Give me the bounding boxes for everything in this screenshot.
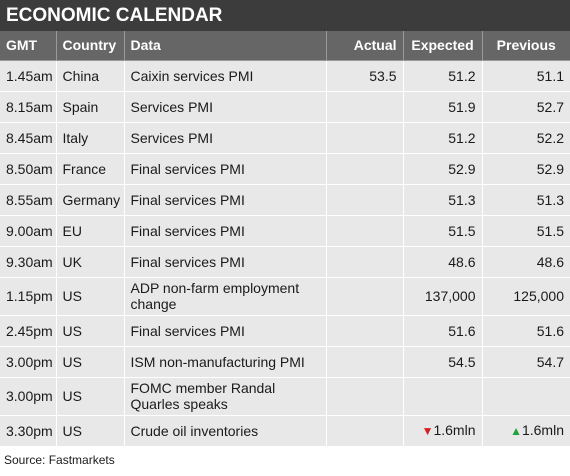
cell-previous: 51.6	[481, 315, 570, 347]
cell-expected: 51.9	[402, 91, 482, 123]
cell-actual	[325, 277, 403, 316]
cell-country: China	[55, 60, 124, 92]
down-triangle-icon: ▼	[421, 424, 434, 438]
cell-previous: 52.7	[481, 91, 570, 123]
cell-expected: 51.5	[402, 215, 482, 247]
cell-previous: 51.3	[481, 184, 570, 216]
table-row: 2.45pm US Final services PMI 51.6 51.6	[0, 315, 570, 347]
header-row: GMT Country Data Actual Expected Previou…	[0, 31, 570, 61]
cell-country: Italy	[55, 122, 124, 154]
cell-data: Services PMI	[123, 91, 326, 123]
cell-gmt: 8.15am	[0, 91, 56, 123]
cell-actual	[325, 215, 403, 247]
cell-data: Final services PMI	[123, 246, 326, 278]
table-row: 8.15am Spain Services PMI 51.9 52.7	[0, 91, 570, 123]
previous-value: 1.6mln	[521, 422, 564, 438]
cell-actual	[325, 415, 403, 447]
cell-country: France	[55, 153, 124, 185]
table-row: 3.00pm US FOMC member Randal Quarles spe…	[0, 377, 570, 416]
cell-actual	[325, 377, 403, 416]
cell-actual	[325, 246, 403, 278]
cell-country: EU	[55, 215, 124, 247]
cell-gmt: 8.45am	[0, 122, 56, 154]
cell-data: Crude oil inventories	[123, 415, 326, 447]
cell-expected: ▼1.6mln	[402, 415, 482, 447]
cell-country: Germany	[55, 184, 124, 216]
cell-expected: 51.2	[402, 122, 482, 154]
cell-country: US	[55, 315, 124, 347]
up-triangle-icon: ▲	[510, 424, 522, 438]
source-note: Source: Fastmarkets	[4, 453, 115, 467]
cell-gmt: 9.00am	[0, 215, 56, 247]
cell-previous: 51.5	[481, 215, 570, 247]
cell-gmt: 8.55am	[0, 184, 56, 216]
table-row: 1.15pm US ADP non-farm employment change…	[0, 277, 570, 316]
cell-data: Final services PMI	[123, 215, 326, 247]
header-data: Data	[123, 31, 326, 61]
cell-expected: 52.9	[402, 153, 482, 185]
cell-actual	[325, 153, 403, 185]
cell-previous: 52.2	[481, 122, 570, 154]
cell-expected	[402, 377, 482, 416]
cell-previous: 48.6	[481, 246, 570, 278]
header-gmt: GMT	[0, 31, 56, 61]
cell-previous: 125,000	[481, 277, 570, 316]
header-previous: Previous	[481, 31, 570, 61]
table-row: 8.45am Italy Services PMI 51.2 52.2	[0, 122, 570, 154]
cell-expected: 51.6	[402, 315, 482, 347]
cell-previous	[481, 377, 570, 416]
cell-gmt: 3.00pm	[0, 377, 56, 416]
table-row: 9.30am UK Final services PMI 48.6 48.6	[0, 246, 570, 278]
cell-previous: 54.7	[481, 346, 570, 378]
cell-expected: 51.2	[402, 60, 482, 92]
table-row: 3.00pm US ISM non-manufacturing PMI 54.5…	[0, 346, 570, 378]
header-country: Country	[55, 31, 124, 61]
table-row: 3.30pm US Crude oil inventories ▼1.6mln …	[0, 415, 570, 447]
cell-data: FOMC member Randal Quarles speaks	[123, 377, 326, 416]
cell-country: US	[55, 415, 124, 447]
cell-previous: ▲1.6mln	[481, 415, 570, 447]
cell-gmt: 1.15pm	[0, 277, 56, 316]
cell-data: Caixin services PMI	[123, 60, 326, 92]
economic-calendar-table: GMT Country Data Actual Expected Previou…	[0, 31, 570, 447]
expected-value: 1.6mln	[433, 422, 476, 438]
cell-actual	[325, 91, 403, 123]
cell-data: Final services PMI	[123, 315, 326, 347]
cell-country: US	[55, 377, 124, 416]
cell-gmt: 3.00pm	[0, 346, 56, 378]
cell-gmt: 8.50am	[0, 153, 56, 185]
cell-country: US	[55, 277, 124, 316]
table-row: 1.45am China Caixin services PMI 53.5 51…	[0, 60, 570, 92]
cell-actual	[325, 346, 403, 378]
cell-data: Final services PMI	[123, 184, 326, 216]
cell-previous: 52.9	[481, 153, 570, 185]
cell-gmt: 1.45am	[0, 60, 56, 92]
cell-country: UK	[55, 246, 124, 278]
cell-expected: 54.5	[402, 346, 482, 378]
cell-expected: 51.3	[402, 184, 482, 216]
cell-data: ADP non-farm employment change	[123, 277, 326, 316]
header-actual: Actual	[325, 31, 403, 61]
cell-previous: 51.1	[481, 60, 570, 92]
cell-country: US	[55, 346, 124, 378]
cell-data: ISM non-manufacturing PMI	[123, 346, 326, 378]
cell-expected: 137,000	[402, 277, 482, 316]
cell-actual	[325, 122, 403, 154]
table-row: 8.50am France Final services PMI 52.9 52…	[0, 153, 570, 185]
header-expected: Expected	[402, 31, 482, 61]
cell-data: Final services PMI	[123, 153, 326, 185]
cell-gmt: 2.45pm	[0, 315, 56, 347]
cell-gmt: 3.30pm	[0, 415, 56, 447]
cell-actual	[325, 184, 403, 216]
calendar-title: ECONOMIC CALENDAR	[0, 0, 570, 31]
cell-actual	[325, 315, 403, 347]
cell-actual: 53.5	[325, 60, 403, 92]
cell-country: Spain	[55, 91, 124, 123]
cell-gmt: 9.30am	[0, 246, 56, 278]
table-row: 8.55am Germany Final services PMI 51.3 5…	[0, 184, 570, 216]
table-row: 9.00am EU Final services PMI 51.5 51.5	[0, 215, 570, 247]
cell-data: Services PMI	[123, 122, 326, 154]
cell-expected: 48.6	[402, 246, 482, 278]
